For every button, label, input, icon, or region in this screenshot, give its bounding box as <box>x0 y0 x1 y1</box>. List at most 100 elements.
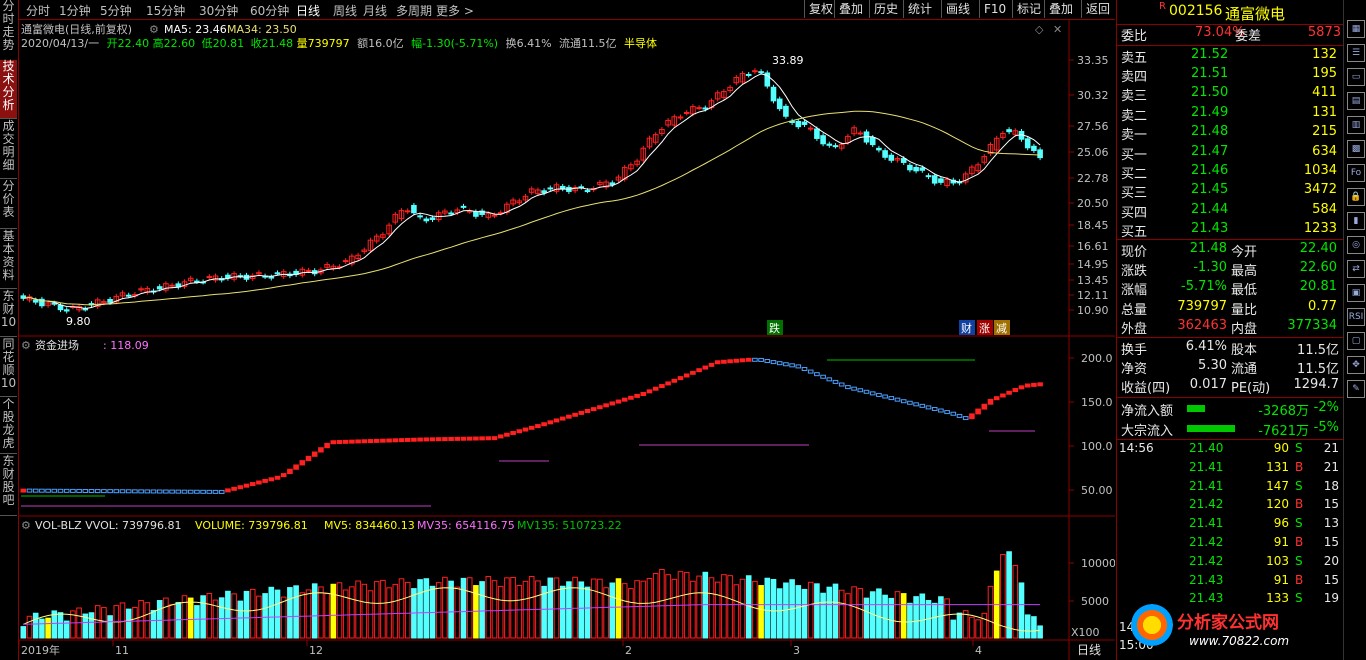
volume-bar <box>721 574 727 639</box>
left-tab-6[interactable]: 同花顺10 <box>0 338 17 397</box>
toolbar-button-4[interactable]: 画线 <box>941 0 974 18</box>
info-high: 高22.60 <box>153 36 196 50</box>
order-row[interactable]: 买二 21.46 1034 <box>1117 163 1343 182</box>
fund-bar <box>293 464 299 470</box>
fund-bar <box>621 397 628 402</box>
stat-row: 总量 739797 量比 0.77 <box>1117 299 1343 318</box>
order-row[interactable]: 卖二 21.49 131 <box>1117 105 1343 124</box>
fund-bar <box>392 438 399 443</box>
period-tab-8[interactable]: 月线 <box>363 4 388 18</box>
candle-body <box>615 176 622 181</box>
period-tab-4[interactable]: 30分钟 <box>199 4 239 18</box>
volume-bar <box>671 578 678 639</box>
left-tab-7[interactable]: 个股龙虎 <box>0 398 17 454</box>
period-label[interactable]: 日线 <box>1077 643 1101 657</box>
fund-bar <box>739 358 746 363</box>
order-row[interactable]: 买三 21.45 3472 <box>1117 182 1343 201</box>
toolbar-button-6[interactable]: 标记 <box>1012 0 1045 18</box>
fund-bar <box>752 357 758 362</box>
f10-icon[interactable]: Fo <box>1347 164 1365 182</box>
order-row[interactable]: 买四 21.44 584 <box>1117 202 1343 221</box>
vol-tick-label: 10000 <box>1081 557 1115 570</box>
left-tab-8[interactable]: 东财股吧 <box>0 455 17 516</box>
tick-price: 21.43 <box>1189 572 1224 587</box>
toolbar-button-8[interactable]: 返回 <box>1081 0 1114 18</box>
pencil-icon[interactable]: ✎ <box>1347 380 1365 398</box>
volume-bar <box>268 586 275 639</box>
period-tab-6[interactable]: 日线 <box>296 4 321 18</box>
fund-bar <box>324 442 330 449</box>
y-tick-label: 22.78 <box>1077 172 1109 185</box>
fund-bar <box>1037 382 1043 387</box>
fund-bar <box>466 436 473 441</box>
candle-body <box>429 217 436 220</box>
chart-area[interactable]: 33.35 30.32 27.56 25.06 22.78 20.50 18.45 16.61… <box>19 20 1115 660</box>
list-icon[interactable]: ☰ <box>1347 44 1365 62</box>
settings-icon[interactable]: ⚙ <box>149 23 159 36</box>
left-tab-3[interactable]: 分价表 <box>0 180 17 229</box>
bars-icon[interactable]: ▮ <box>1347 212 1365 230</box>
lock-icon[interactable]: 🔒 <box>1347 188 1365 206</box>
volume-bar <box>423 578 430 639</box>
volume-bar <box>125 608 132 639</box>
stat-value: 739797 <box>1177 298 1227 314</box>
order-row[interactable]: 卖三 21.50 411 <box>1117 85 1343 104</box>
left-tab-2[interactable]: 成交明细 <box>0 120 17 179</box>
volume-bar <box>528 576 535 639</box>
fund-bar <box>355 439 361 444</box>
arrows-icon[interactable]: ⇄ <box>1347 260 1365 278</box>
fund-bar <box>249 482 256 487</box>
toolbar-button-3[interactable]: 统计 <box>903 0 936 18</box>
order-row[interactable]: 卖四 21.51 195 <box>1117 66 1343 85</box>
candle-body <box>39 298 45 307</box>
order-row[interactable]: 卖一 21.48 215 <box>1117 124 1343 143</box>
order-row[interactable]: 卖五 21.52 132 <box>1117 47 1343 66</box>
left-tab-4[interactable]: 基本资料 <box>0 230 17 289</box>
vol-settings-icon[interactable]: ⚙ <box>21 519 31 532</box>
volume-bar <box>386 587 392 639</box>
collapse-icon[interactable]: ◇ <box>1035 23 1044 36</box>
fund-settings-icon[interactable]: ⚙ <box>21 339 31 352</box>
volume-bar <box>280 596 287 639</box>
volume-bar <box>504 577 510 639</box>
y-tick-label: 12.11 <box>1077 289 1109 302</box>
toolbar-button-1[interactable]: 叠加 <box>834 0 867 18</box>
period-tab-3[interactable]: 15分钟 <box>146 4 186 18</box>
toolbar-button-5[interactable]: F10 <box>979 0 1010 18</box>
expand-icon[interactable]: ▢ <box>1347 332 1365 350</box>
close-icon[interactable]: ✕ <box>1053 23 1062 36</box>
chart-icon[interactable]: ▩ <box>1347 140 1365 158</box>
toolbar-button-7[interactable]: 叠加 <box>1044 0 1077 18</box>
grid-icon[interactable]: ▦ <box>1347 20 1365 38</box>
window-icon[interactable]: ▭ <box>1347 68 1365 86</box>
period-tab-10[interactable]: 更多 > <box>436 4 474 18</box>
order-row[interactable]: 买一 21.47 634 <box>1117 144 1343 163</box>
layers-icon[interactable]: ▣ <box>1347 284 1365 302</box>
left-tab-5[interactable]: 东财10 <box>0 290 17 337</box>
period-tab-0[interactable]: 分时 <box>26 4 51 18</box>
period-tab-9[interactable]: 多周期 <box>396 4 433 18</box>
period-tab-2[interactable]: 5分钟 <box>100 4 132 18</box>
left-tab-0[interactable]: 分时走势 <box>0 0 17 61</box>
candle-body <box>398 210 405 220</box>
period-tab-5[interactable]: 60分钟 <box>250 4 290 18</box>
order-label: 买一 <box>1121 148 1148 163</box>
fund-bar <box>63 488 70 493</box>
left-tab-1[interactable]: 技术分析 <box>0 60 17 119</box>
move-icon[interactable]: ✥ <box>1347 356 1365 374</box>
fund-bar <box>491 436 498 441</box>
toolbar-button-2[interactable]: 历史 <box>869 0 902 18</box>
table-icon[interactable]: ▥ <box>1347 116 1365 134</box>
toolbar-button-0[interactable]: 复权 <box>804 0 837 18</box>
book-icon[interactable]: ▤ <box>1347 92 1365 110</box>
volume-bar <box>1006 551 1012 639</box>
period-tab-7[interactable]: 周线 <box>333 4 358 18</box>
volume-bar <box>497 585 504 639</box>
order-row[interactable]: 买五 21.43 1233 <box>1117 221 1343 240</box>
period-tab-1[interactable]: 1分钟 <box>59 4 91 18</box>
rsi-icon[interactable]: RSI <box>1347 308 1365 326</box>
info-change: 幅-1.30(-5.71%) <box>411 37 498 50</box>
fund-bar <box>473 436 479 441</box>
order-label: 卖二 <box>1121 108 1148 124</box>
compass-icon[interactable]: ◎ <box>1347 236 1365 254</box>
